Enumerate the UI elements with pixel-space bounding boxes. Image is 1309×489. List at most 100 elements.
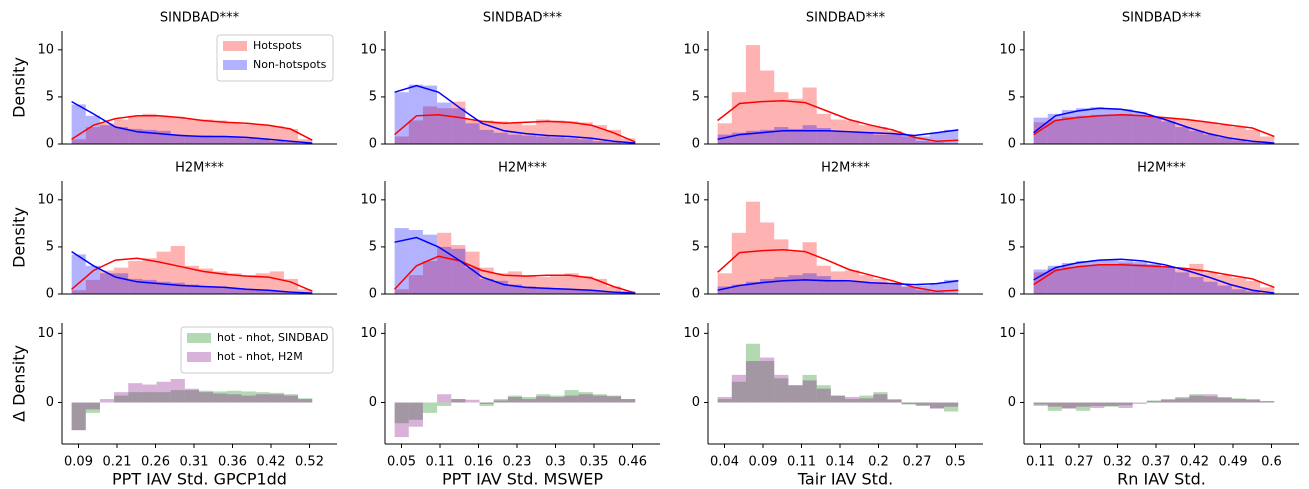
hist-bar [1189, 130, 1204, 144]
hist-bar [451, 399, 466, 403]
hist-bar [788, 128, 803, 144]
hist-bar [550, 137, 565, 144]
hist-bar [745, 343, 761, 403]
hist-bar [1245, 399, 1261, 403]
hist-bar [731, 92, 746, 144]
y-tick-label: 5 [692, 239, 700, 254]
hist-bar [717, 399, 732, 403]
hist-bar [451, 248, 466, 294]
hist-bar [606, 292, 622, 294]
hist-bar [283, 394, 299, 403]
hist-bar [1203, 134, 1218, 144]
hist-bar [71, 254, 86, 294]
hist-bar [550, 396, 565, 403]
y-axis-label: Density [10, 57, 29, 118]
hist-bar [873, 134, 888, 144]
hist-bar [887, 282, 902, 294]
y-tick-label: 10 [683, 42, 700, 57]
x-tick-label: 0.36 [218, 455, 247, 470]
panel: H2M*** Density 0 5 10 [10, 161, 337, 302]
hist-bar [184, 135, 200, 144]
hist-bar [522, 399, 537, 403]
hist-bar [1047, 268, 1062, 294]
hist-bar [422, 234, 438, 294]
hist-bar [1175, 396, 1190, 403]
y-tick-label: 10 [37, 326, 54, 341]
x-tick-label: 0.37 [1142, 455, 1171, 470]
hist-bar [1118, 402, 1133, 409]
hist-bar [536, 394, 551, 403]
hist-bar [1146, 264, 1162, 294]
panel-title: H2M*** [498, 161, 547, 176]
hist-bar [1076, 115, 1091, 144]
hist-bar [522, 135, 537, 144]
hist-bar [760, 129, 775, 144]
hist-bar [241, 289, 256, 294]
hist-bar [592, 291, 607, 294]
hist-bar [564, 138, 579, 144]
hist-bar [1260, 287, 1275, 294]
hist-bar [479, 267, 494, 294]
hist-bar [606, 396, 622, 403]
hist-bar [816, 265, 831, 294]
panel: SINDBAD*** 0 5 10 [360, 11, 660, 152]
hist-bar [99, 273, 115, 294]
hist-bar [1146, 116, 1162, 144]
hist-bar [1090, 402, 1105, 409]
x-tick-label: 0.09 [749, 455, 778, 470]
hist-bar [929, 283, 945, 294]
hist-bar [184, 390, 200, 403]
y-tick-label: 10 [999, 326, 1016, 341]
hist-bar [1245, 291, 1261, 294]
y-tick-label: 5 [369, 239, 377, 254]
legend-label: Hotspots [253, 39, 302, 52]
hist-bar [184, 388, 200, 403]
hist-bar [1146, 263, 1162, 294]
y-tick-label: 0 [692, 395, 700, 410]
hist-bar [522, 396, 537, 403]
hist-bar [71, 104, 86, 144]
hist-bar [255, 392, 270, 403]
y-tick-label: 10 [999, 192, 1016, 207]
hist-bar [170, 282, 185, 294]
hist-bar [1047, 402, 1062, 411]
hist-bar [1245, 142, 1261, 144]
hist-bar [1189, 120, 1204, 144]
hist-bar [760, 70, 775, 144]
x-tick-label: 0.11 [1026, 455, 1055, 470]
hist-bar [621, 399, 636, 403]
hist-bar [816, 127, 831, 144]
hist-bar [901, 136, 916, 144]
kde-line [1033, 264, 1275, 289]
hist-bar [802, 374, 817, 403]
hist-bar [283, 395, 299, 403]
y-tick-label: 10 [37, 192, 54, 207]
hist-bar [1104, 402, 1119, 406]
hist-bar [507, 395, 523, 403]
hist-bar [887, 284, 902, 294]
hist-bar [142, 392, 157, 403]
hist-bar [774, 374, 789, 403]
hist-bar [1061, 402, 1077, 409]
hist-bar [1061, 110, 1077, 144]
hist-bar [915, 141, 930, 144]
hist-bar [493, 400, 508, 403]
hist-bar [788, 251, 803, 294]
hist-bar [915, 290, 930, 294]
hist-bar [901, 286, 916, 294]
hist-bar [760, 357, 775, 403]
hist-bar [731, 374, 746, 403]
hist-bar [731, 232, 746, 294]
hist-bar [859, 282, 874, 294]
hist-bar [199, 268, 214, 294]
hist-bar [717, 396, 732, 403]
hist-bar [408, 120, 423, 144]
kde-line [71, 100, 313, 144]
hist-bar [298, 289, 313, 294]
y-tick-label: 10 [360, 326, 377, 341]
hist-bar [887, 134, 902, 144]
y-tick-label: 0 [692, 137, 700, 152]
panel-title: H2M*** [175, 161, 224, 176]
hist-bar [592, 141, 607, 144]
